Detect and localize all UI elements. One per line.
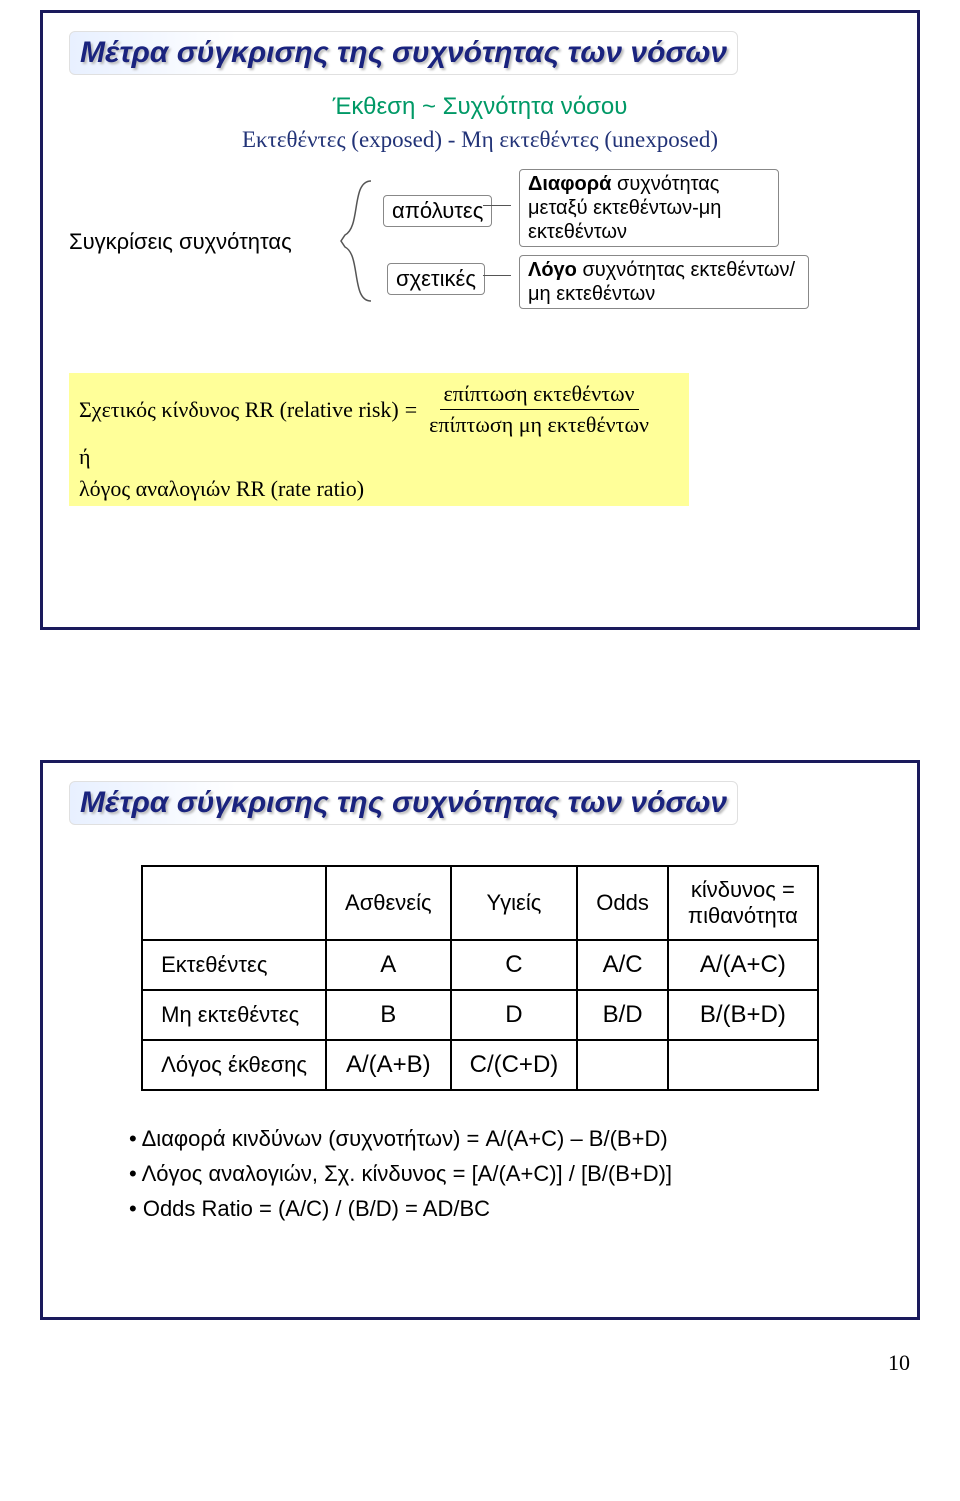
col-healthy: Υγιείς <box>451 866 578 940</box>
slide2-title: Μέτρα σύγκρισης της συχνότητας των νόσων <box>69 781 738 825</box>
rr-rate-ratio: λόγος αναλογιών RR (rate ratio) <box>79 476 679 502</box>
table-row: Εκτεθέντες A C A/C A/(A+C) <box>142 940 818 990</box>
desc-absolute: Διαφορά συχνότητας μεταξύ εκτεθέντων-μη … <box>519 169 779 247</box>
col-risk: κίνδυνος = πιθανότητα <box>668 866 818 940</box>
bullet-2: Λόγος αναλογιών, Σχ. κίνδυνος = [A/(A+C)… <box>129 1156 891 1191</box>
cell: A/(A+C) <box>668 940 818 990</box>
bullet-1: Διαφορά κινδύνων (συχνοτήτων) = A/(A+C) … <box>129 1121 891 1156</box>
cell: C/(C+D) <box>451 1040 578 1090</box>
main-brace <box>331 177 371 305</box>
node-relative: σχετικές <box>387 263 485 295</box>
link-1 <box>483 205 511 206</box>
rr-or: ή <box>79 444 679 470</box>
row-exposure-ratio: Λόγος έκθεσης <box>142 1040 326 1090</box>
slide1-sub2: Εκτεθέντες (exposed) - Μη εκτεθέντες (un… <box>69 127 891 153</box>
cell: B <box>326 990 451 1040</box>
rr-denominator: επίπτωση μη εκτεθέντων <box>425 410 653 438</box>
rr-block: Σχετικός κίνδυνος RR (relative risk) = ε… <box>69 373 689 506</box>
row-unexposed: Μη εκτεθέντες <box>142 990 326 1040</box>
page-number: 10 <box>40 1350 910 1376</box>
odds-table: Ασθενείς Υγιείς Odds κίνδυνος = πιθανότη… <box>141 865 819 1091</box>
link-2 <box>483 275 511 276</box>
slide1-title: Μέτρα σύγκρισης της συχνότητας των νόσων <box>69 31 738 75</box>
node-absolute: απόλυτες <box>383 195 492 227</box>
slide-1: Μέτρα σύγκρισης της συχνότητας των νόσων… <box>40 10 920 630</box>
cell: A/C <box>577 940 668 990</box>
row-exposed: Εκτεθέντες <box>142 940 326 990</box>
cell: A/(A+B) <box>326 1040 451 1090</box>
rr-line1: Σχετικός κίνδυνος RR (relative risk) = ε… <box>79 381 679 438</box>
table-row: Μη εκτεθέντες B D B/D B/(B+D) <box>142 990 818 1040</box>
rr-eq: = <box>405 397 417 423</box>
tree-left-label: Συγκρίσεις συχνότητας <box>69 229 329 255</box>
bullet-list: Διαφορά κινδύνων (συχνοτήτων) = A/(A+C) … <box>129 1121 891 1227</box>
rr-numerator: επίπτωση εκτεθέντων <box>440 381 639 410</box>
col-blank <box>142 866 326 940</box>
desc-relative: Λόγο συχνότητας εκτεθέντων/μη εκτεθέντων <box>519 255 809 309</box>
cell: D <box>451 990 578 1040</box>
desc1-bold: Διαφορά <box>528 173 611 195</box>
cell <box>668 1040 818 1090</box>
rr-fraction: επίπτωση εκτεθέντων επίπτωση μη εκτεθέντ… <box>425 381 653 438</box>
cell <box>577 1040 668 1090</box>
slide1-tree: Συγκρίσεις συχνότητας απόλυτες σχετικές … <box>69 183 891 353</box>
desc2-bold: Λόγο <box>528 259 577 281</box>
slide-2: Μέτρα σύγκρισης της συχνότητας των νόσων… <box>40 760 920 1320</box>
cell: C <box>451 940 578 990</box>
col-patients: Ασθενείς <box>326 866 451 940</box>
cell: B/(B+D) <box>668 990 818 1040</box>
rr-text: Σχετικός κίνδυνος RR (relative risk) <box>79 397 399 423</box>
cell: B/D <box>577 990 668 1040</box>
cell: A <box>326 940 451 990</box>
page: Μέτρα σύγκρισης της συχνότητας των νόσων… <box>0 0 960 1416</box>
slide1-sub1: Έκθεση ~ Συχνότητα νόσου <box>69 93 891 121</box>
table-row: Λόγος έκθεσης A/(A+B) C/(C+D) <box>142 1040 818 1090</box>
bullet-3: Odds Ratio = (A/C) / (B/D) = AD/BC <box>129 1191 891 1226</box>
col-odds: Odds <box>577 866 668 940</box>
table-header-row: Ασθενείς Υγιείς Odds κίνδυνος = πιθανότη… <box>142 866 818 940</box>
